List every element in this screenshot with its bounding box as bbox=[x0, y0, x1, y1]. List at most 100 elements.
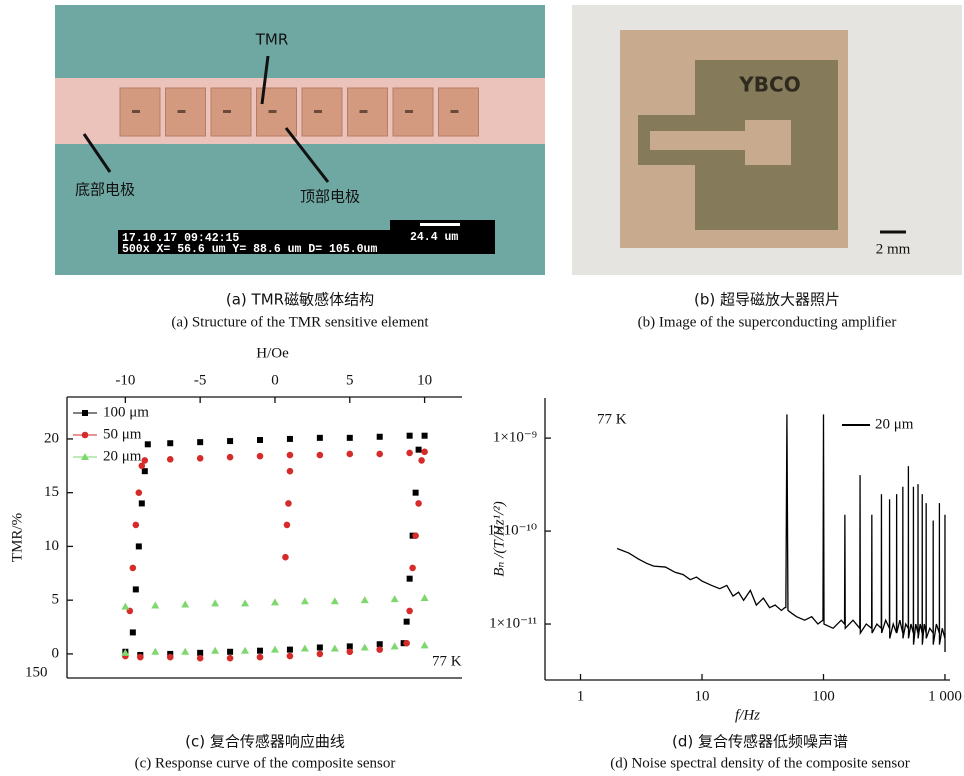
marker bbox=[421, 594, 429, 601]
marker bbox=[346, 451, 353, 458]
marker bbox=[317, 644, 323, 650]
marker bbox=[409, 565, 416, 572]
marker bbox=[121, 603, 129, 610]
marker bbox=[361, 596, 369, 603]
label-tmr: TMR bbox=[255, 31, 289, 49]
marker bbox=[197, 439, 203, 445]
marker bbox=[416, 447, 422, 453]
marker bbox=[301, 597, 309, 604]
caption-en: (a) Structure of the TMR sensitive eleme… bbox=[171, 314, 429, 330]
marker bbox=[421, 449, 428, 456]
marker bbox=[331, 645, 339, 652]
pad-mark bbox=[314, 110, 322, 113]
marker bbox=[181, 648, 189, 655]
caption-zh: (c) 复合传感器响应曲线 bbox=[185, 733, 345, 751]
annotation: 150 bbox=[25, 664, 48, 680]
marker bbox=[301, 645, 309, 652]
x-tick-label: 0 bbox=[271, 372, 279, 388]
marker bbox=[211, 647, 219, 654]
y-tick-label: 1×10⁻⁹ bbox=[493, 430, 537, 446]
marker bbox=[181, 600, 189, 607]
photo-b bbox=[572, 5, 962, 275]
y-axis-title: Bₙ /(T/Hz¹/²) bbox=[491, 501, 507, 577]
marker bbox=[346, 648, 353, 655]
caption-zh: (b) 超导磁放大器照片 bbox=[694, 291, 840, 309]
marker bbox=[422, 433, 428, 439]
x-axis-title: f/Hz bbox=[735, 707, 760, 723]
marker bbox=[142, 457, 149, 464]
caption-en: (d) Noise spectral density of the compos… bbox=[610, 755, 910, 771]
scale-label: 2 mm bbox=[876, 241, 911, 257]
marker bbox=[418, 457, 425, 464]
marker bbox=[285, 500, 292, 507]
marker bbox=[167, 456, 174, 463]
marker bbox=[227, 655, 234, 662]
marker bbox=[82, 410, 88, 416]
marker bbox=[137, 654, 144, 661]
marker bbox=[361, 643, 369, 650]
x-tick-label: -5 bbox=[194, 372, 207, 388]
marker bbox=[145, 441, 151, 447]
marker bbox=[287, 452, 294, 459]
caption-zh: (a) TMR磁敏感体结构 bbox=[226, 291, 374, 309]
marker bbox=[136, 489, 143, 496]
marker bbox=[197, 655, 204, 662]
caption-en: (b) Image of the superconducting amplifi… bbox=[638, 314, 897, 330]
marker bbox=[282, 554, 289, 561]
marker bbox=[241, 599, 249, 606]
marker bbox=[130, 565, 137, 572]
marker bbox=[257, 437, 263, 443]
marker bbox=[151, 648, 159, 655]
marker bbox=[391, 642, 399, 649]
legend-label: 100 μm bbox=[103, 404, 149, 420]
y-axis-title: TMR/% bbox=[9, 513, 25, 562]
pad-mark bbox=[405, 110, 413, 113]
x-tick-label: 10 bbox=[417, 372, 432, 388]
marker bbox=[271, 598, 279, 605]
marker bbox=[347, 435, 353, 441]
marker bbox=[404, 619, 410, 625]
marker bbox=[227, 649, 233, 655]
pad-mark bbox=[451, 110, 459, 113]
x-axis-title: H/Oe bbox=[256, 345, 289, 361]
marker bbox=[287, 647, 293, 653]
marker bbox=[167, 440, 173, 446]
y-tick-label: 20 bbox=[44, 430, 59, 446]
marker bbox=[407, 433, 413, 439]
pad-mark bbox=[360, 110, 368, 113]
x-tick-label: 5 bbox=[346, 372, 354, 388]
marker bbox=[227, 454, 234, 461]
noise-line bbox=[617, 414, 945, 652]
marker bbox=[139, 500, 145, 506]
marker bbox=[197, 455, 204, 462]
marker bbox=[317, 435, 323, 441]
marker bbox=[142, 468, 148, 474]
y-tick-label: 15 bbox=[44, 484, 59, 500]
y-tick-label: 10 bbox=[44, 538, 59, 554]
marker bbox=[331, 597, 339, 604]
label-bottom-electrode: 底部电极 bbox=[75, 181, 135, 199]
annotation: 77 K bbox=[597, 411, 627, 427]
y-tick-label: 0 bbox=[52, 645, 60, 661]
figure: TMR 底部电极 顶部电极 17.10.17 09:42:15 24.4 um … bbox=[0, 0, 964, 776]
info-scale: 24.4 um bbox=[410, 231, 458, 244]
annotation: 77 K bbox=[432, 653, 462, 669]
x-tick-label: -10 bbox=[115, 372, 135, 388]
marker bbox=[257, 648, 263, 654]
caption-zh: (d) 复合传感器低频噪声谱 bbox=[672, 733, 848, 751]
info-position: 500x X= 56.6 um Y= 88.6 um D= 105.0um bbox=[122, 243, 377, 256]
pad-mark bbox=[132, 110, 140, 113]
marker bbox=[317, 651, 324, 658]
x-tick-label: 1 bbox=[577, 688, 585, 704]
marker bbox=[415, 500, 422, 507]
marker bbox=[284, 522, 291, 529]
legend-label: 50 μm bbox=[103, 426, 142, 442]
marker bbox=[391, 595, 399, 602]
marker bbox=[227, 438, 233, 444]
marker bbox=[287, 468, 294, 475]
label-ybco: YBCO bbox=[738, 73, 800, 97]
pad-mark bbox=[269, 110, 277, 113]
marker bbox=[376, 451, 383, 458]
pad-mark bbox=[178, 110, 186, 113]
marker bbox=[407, 576, 413, 582]
